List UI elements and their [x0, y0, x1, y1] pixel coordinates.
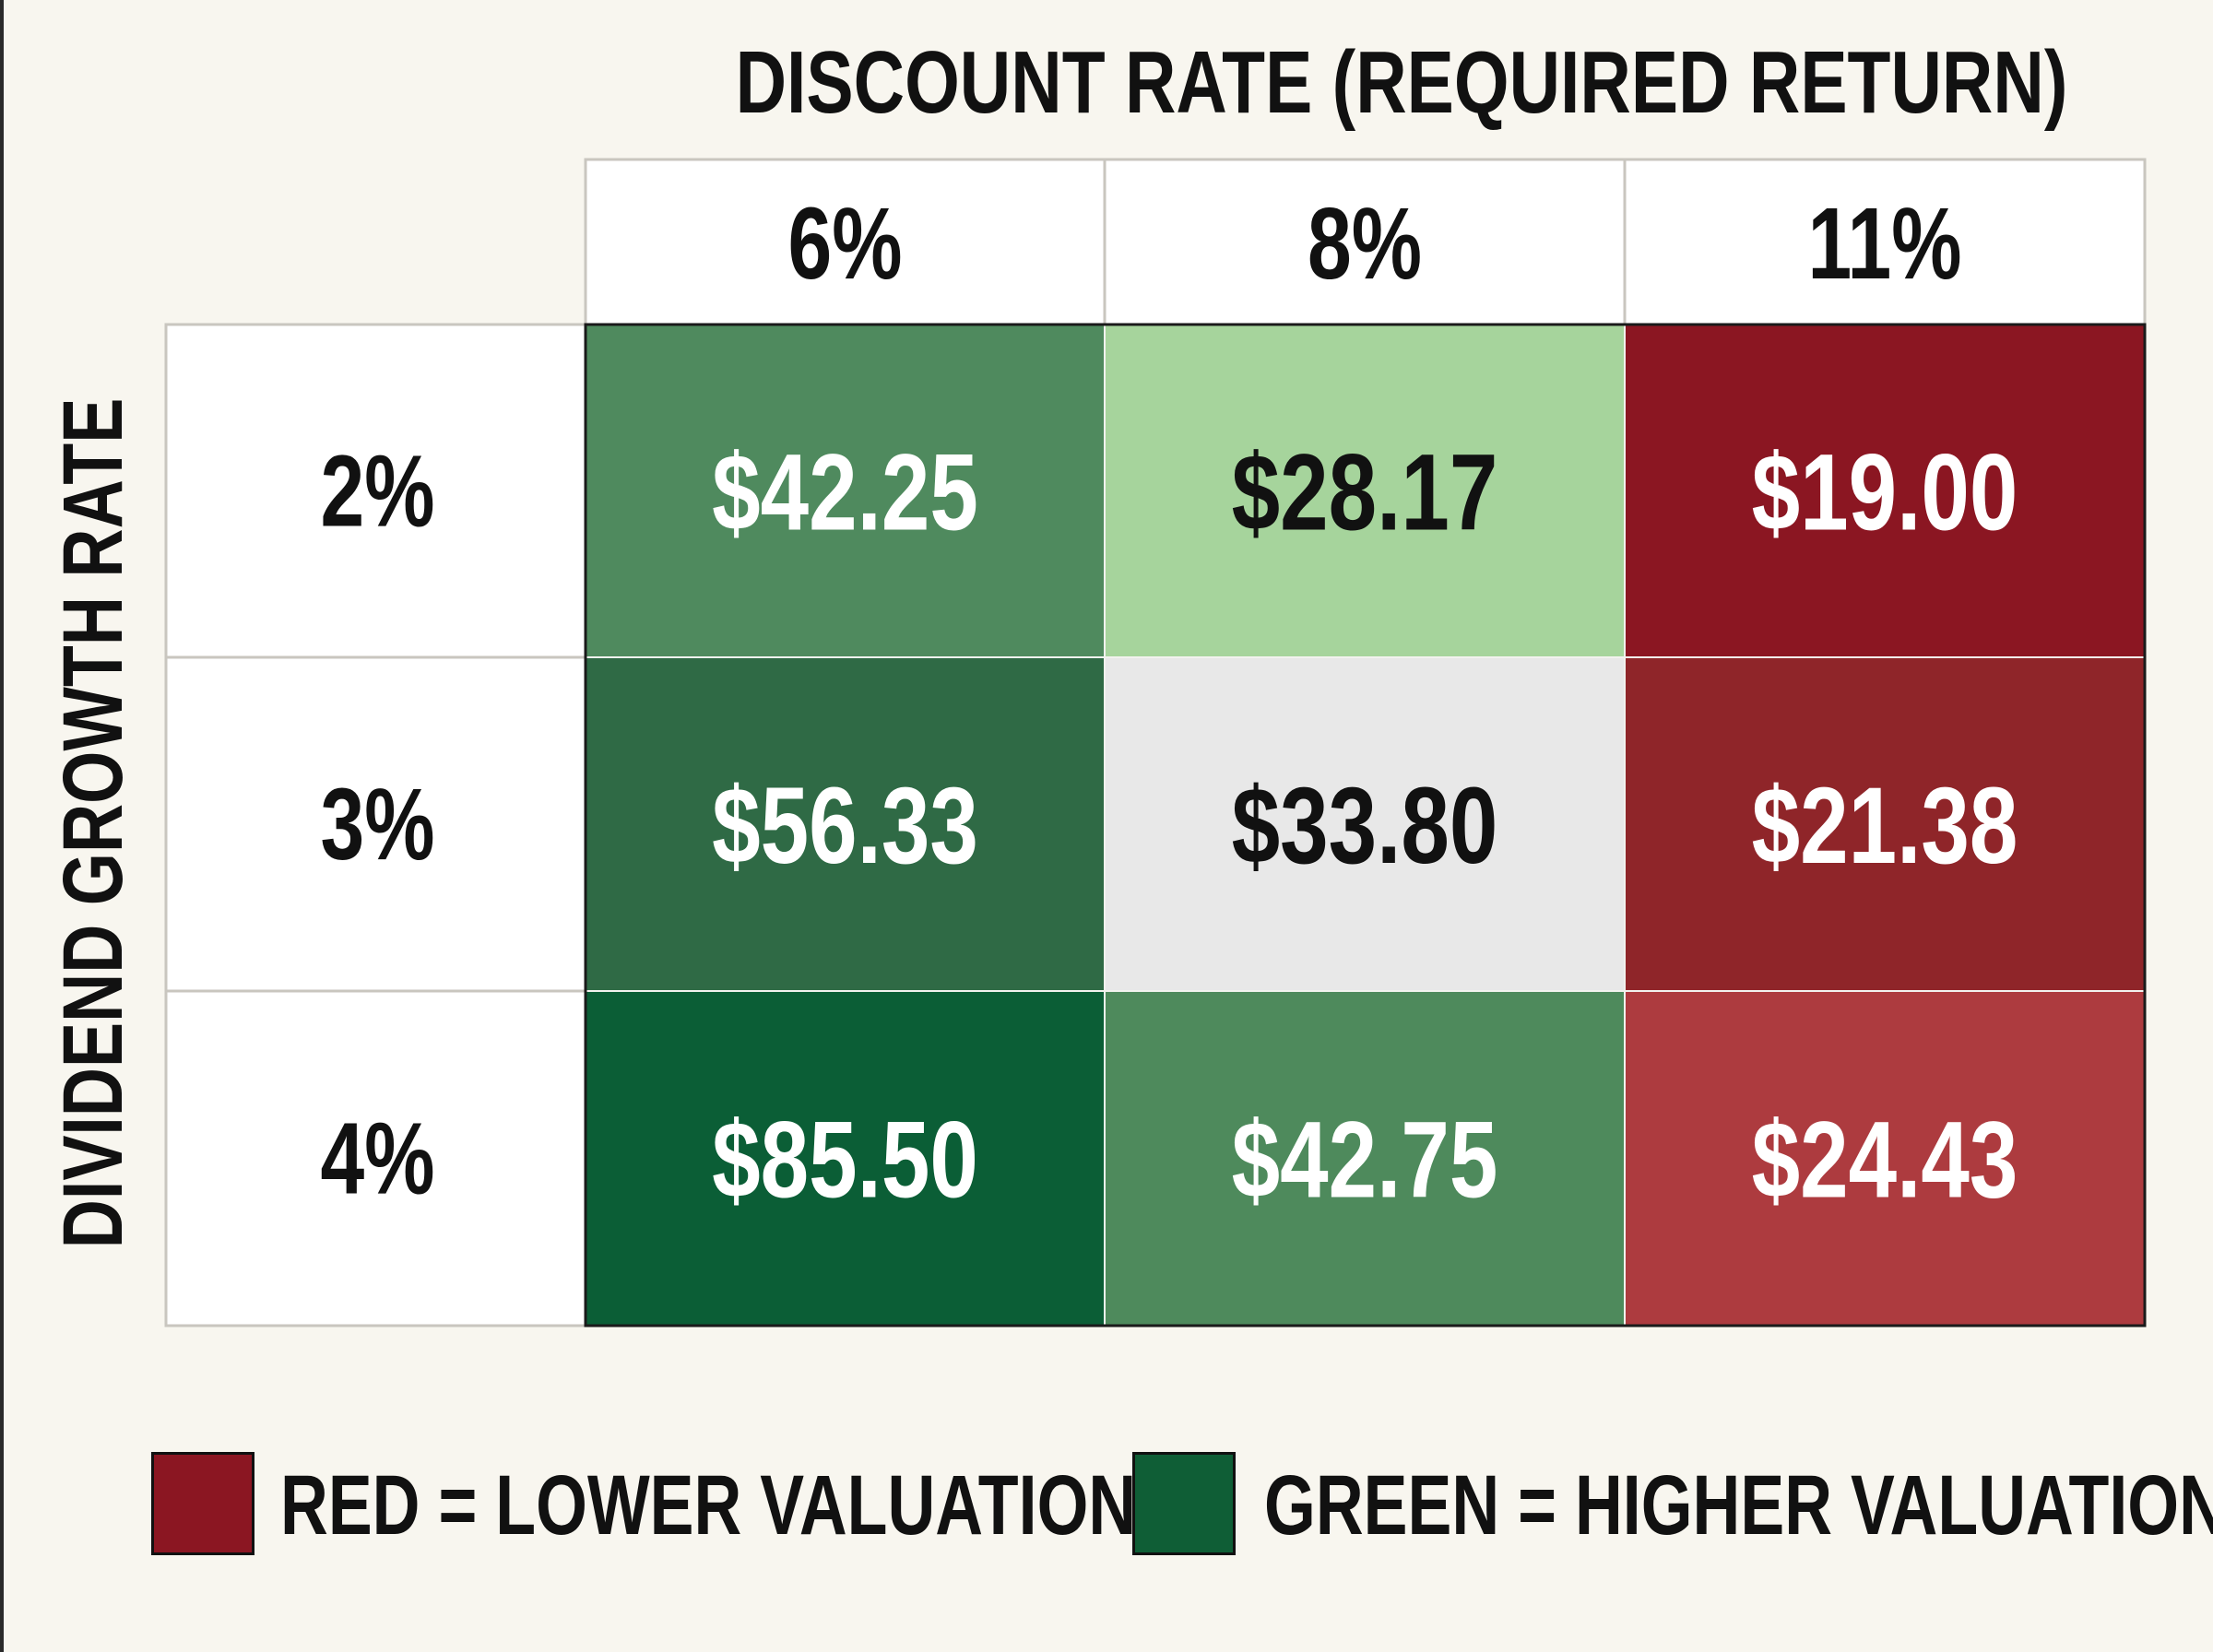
heatmap-cell [1104, 656, 1626, 992]
heatmap-cell [1104, 324, 1626, 658]
y-axis-title: DIVIDEND GROWTH RATE [45, 398, 140, 1249]
row-header-cell [164, 989, 587, 1328]
row-header-label: 3% [321, 768, 435, 881]
legend-green-swatch [1132, 1452, 1236, 1555]
heatmap-cell [585, 990, 1106, 1327]
cell-value-label: $21.38 [1752, 764, 2018, 887]
cell-value-label: $24.43 [1752, 1098, 2018, 1221]
row-header-label: 2% [321, 434, 435, 548]
column-header-cell [1623, 158, 2147, 326]
heatmap-cell [1624, 656, 2146, 992]
cell-value-label: $33.80 [1232, 764, 1498, 887]
column-header-label: 6% [788, 187, 903, 301]
heatmap-cell [585, 656, 1106, 992]
cell-value-label: $28.17 [1232, 431, 1498, 553]
x-axis-title: DISCOUNT RATE (REQUIRED RETURN) [736, 33, 2068, 132]
column-header-label: 8% [1308, 187, 1422, 301]
legend-green-label: GREEN = HIGHER VALUATION [1264, 1458, 2213, 1552]
column-header-label: 11% [1808, 187, 1962, 301]
cell-value-label: $85.50 [712, 1098, 978, 1221]
row-header-label: 4% [321, 1102, 435, 1215]
cell-value-label: $42.25 [712, 431, 978, 553]
legend-red-label: RED = LOWER VALUATION [280, 1458, 1137, 1552]
frame-edge [0, 0, 4, 1652]
column-header-cell [1103, 158, 1627, 326]
cell-value-label: $56.33 [712, 764, 978, 887]
heatmap-border [584, 323, 2147, 1328]
legend-red-swatch [151, 1452, 254, 1555]
cell-value-label: $42.75 [1232, 1098, 1498, 1221]
cell-value-label: $19.00 [1752, 431, 2018, 553]
heatmap-cell [1624, 990, 2146, 1327]
